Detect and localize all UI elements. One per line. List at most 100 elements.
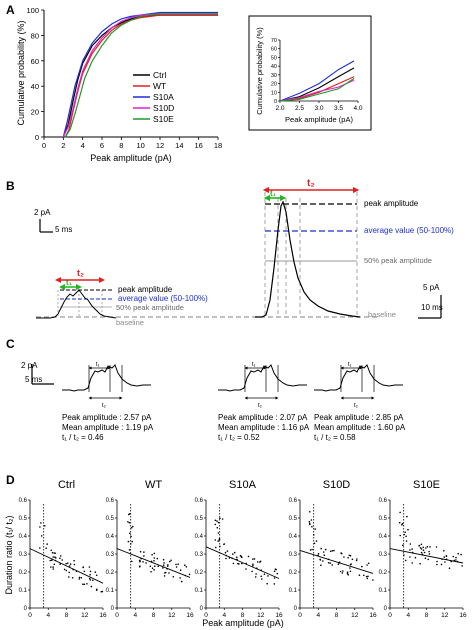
d-point: [179, 577, 181, 579]
d-point: [153, 557, 156, 559]
d-xtick-label: 0: [28, 612, 32, 619]
d-point: [89, 573, 91, 576]
b-big-peak-label: peak amplitude: [364, 199, 419, 208]
d-point: [310, 519, 313, 521]
d-point: [151, 554, 153, 556]
a-inset-series-line: [279, 60, 355, 102]
d-subplot-title: S10A: [229, 479, 257, 491]
d-point: [224, 551, 227, 554]
c-t1-label: t₁: [96, 362, 100, 368]
d-point: [409, 556, 411, 558]
d-ytick-label: 0.6: [379, 498, 388, 504]
d-point: [443, 550, 445, 552]
b-big-t2-label: t₂: [307, 178, 315, 189]
d-point: [226, 550, 229, 552]
d-point: [179, 569, 182, 571]
d-subplot-title: S10E: [413, 479, 440, 491]
d-point: [129, 532, 131, 535]
panel-letter-b: B: [6, 179, 15, 193]
d-xtick-label: 8: [152, 612, 156, 619]
d-point: [86, 583, 88, 585]
d-point: [343, 556, 345, 558]
d-point: [59, 555, 62, 557]
d-xtick-label: 8: [425, 612, 429, 619]
d-point: [312, 534, 315, 536]
d-point: [460, 553, 462, 556]
a-legend-label: S10D: [153, 103, 174, 113]
b-small-trace: [36, 289, 117, 319]
d-point: [251, 570, 253, 573]
d-point: [218, 538, 221, 541]
a-xtick-label: 4: [81, 141, 85, 150]
d-point: [65, 562, 67, 565]
a-series-line: [64, 14, 218, 138]
a-xtick-label: 16: [194, 141, 202, 150]
d-subplot-4: S10D 0 4 8 12 16 0 0.1 0.2 0.3 0.4 0.5 0.6: [289, 479, 377, 619]
d-point: [143, 555, 145, 557]
d-fit-line: [29, 548, 104, 584]
d-point: [59, 563, 61, 565]
d-point: [455, 559, 457, 561]
d-xtick-label: 0: [388, 612, 392, 619]
d-point: [399, 511, 401, 514]
b-small-peak-label: peak amplitude: [118, 285, 173, 294]
d-point: [128, 521, 131, 524]
d-point: [39, 547, 41, 549]
c-t2-label: t₂: [354, 403, 359, 409]
d-point: [444, 561, 446, 563]
d-point: [130, 535, 132, 538]
d-point: [247, 555, 250, 558]
d-point: [149, 565, 152, 568]
d-point: [403, 533, 406, 536]
d-point: [349, 570, 352, 573]
a-xtick-label: 2: [61, 141, 65, 150]
d-point: [145, 562, 147, 564]
d-point: [314, 528, 317, 530]
a-ytick-label: 100: [26, 6, 39, 15]
d-point: [273, 577, 276, 579]
d-point: [80, 576, 83, 579]
d-point: [71, 577, 74, 579]
d-ytick-label: 0.5: [289, 516, 298, 522]
d-point: [348, 554, 351, 557]
d-point: [131, 540, 133, 543]
d-ytick-label: 0.2: [379, 570, 388, 576]
d-point: [311, 548, 313, 551]
d-point: [311, 525, 313, 528]
d-xtick-label: 0: [298, 612, 302, 619]
d-point: [167, 564, 169, 566]
d-point: [225, 557, 227, 560]
d-point: [52, 556, 54, 558]
d-point: [322, 551, 325, 553]
d-point: [153, 569, 155, 571]
d-ytick-label: 0.4: [379, 534, 388, 540]
d-xtick-label: 0: [115, 612, 119, 619]
d-point: [407, 528, 409, 531]
d-point: [177, 563, 179, 565]
d-point: [168, 572, 170, 574]
d-point: [420, 551, 423, 554]
d-subplot-2: WT 0 4 8 12 16 0 0.1 0.2 0.3 0.4 0.5 0.6: [106, 479, 194, 619]
c-trace: [218, 364, 307, 392]
d-point: [274, 568, 277, 570]
a-inset-xtick-label: 2.0: [275, 105, 284, 112]
a-inset-ylabel: Cumulative probability (%): [255, 27, 264, 115]
d-point: [457, 552, 460, 555]
d-point: [89, 570, 92, 573]
d-point: [256, 561, 259, 563]
a-ytick-label: 40: [31, 82, 39, 91]
d-ytick-label: 0.2: [19, 570, 28, 576]
d-point: [329, 550, 332, 553]
d-fit-line: [389, 548, 464, 564]
d-point: [320, 547, 323, 550]
d-point: [245, 568, 247, 570]
a-inset-ytick-label: 30: [271, 73, 277, 79]
a-xtick-label: 12: [156, 141, 164, 150]
d-point: [440, 563, 443, 566]
d-point: [317, 553, 320, 555]
panel-b: 2 pA 5 ms baseline baseline t₁ t₂ peak a…: [34, 178, 454, 327]
d-point: [219, 517, 221, 520]
d-point: [40, 522, 42, 524]
d-ytick-label: 0.4: [195, 534, 204, 540]
d-point: [308, 520, 311, 523]
